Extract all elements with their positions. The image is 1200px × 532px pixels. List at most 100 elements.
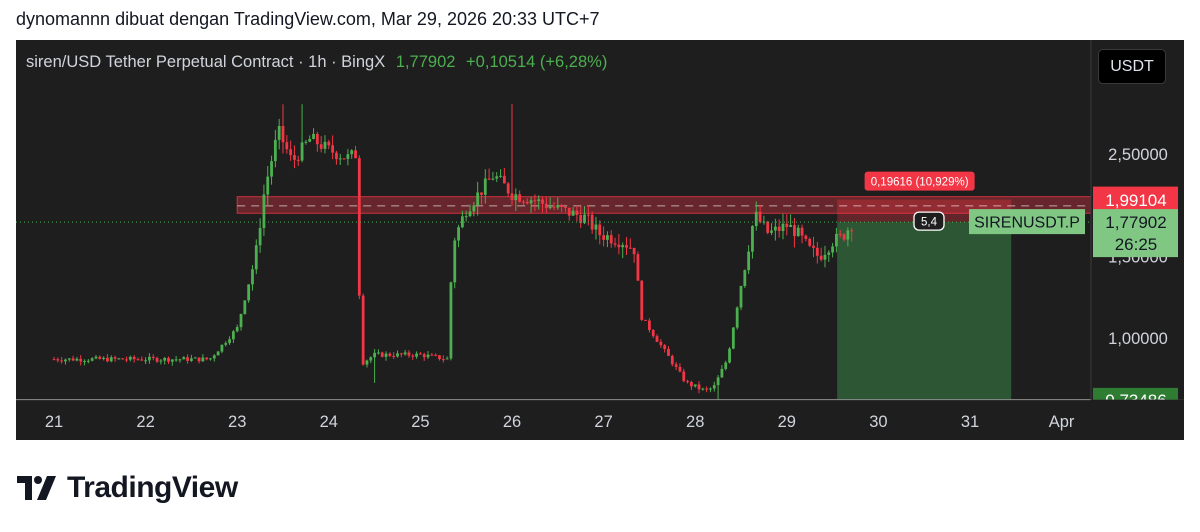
candle-body xyxy=(392,355,396,357)
price-chart[interactable]: 0,19616 (10,929%)1,06002 (59,058%)5,4SIR… xyxy=(16,40,1184,440)
resistance-zone xyxy=(236,196,1092,214)
candle-body xyxy=(64,359,67,362)
candle-body xyxy=(83,361,86,363)
candle-body xyxy=(800,227,804,236)
candle-body xyxy=(487,178,491,180)
candle-body xyxy=(281,125,285,143)
candle-body xyxy=(342,158,346,160)
candle-body xyxy=(819,255,823,260)
candle-body xyxy=(728,348,731,363)
candle-body xyxy=(651,330,655,337)
candle-body xyxy=(808,238,812,246)
candle-body xyxy=(835,233,838,247)
candle-body xyxy=(457,227,460,241)
candle-body xyxy=(319,144,323,149)
candle-body xyxy=(155,357,159,362)
candle-body xyxy=(193,357,197,359)
stop-loss-label: 0,19616 (10,929%) xyxy=(871,177,969,189)
candle-body xyxy=(476,192,480,206)
candle-body xyxy=(106,357,109,362)
candle-body xyxy=(678,366,682,372)
candle-body xyxy=(350,150,354,155)
chart-caption: dynomannn dibuat dengan TradingView.com,… xyxy=(16,9,600,29)
candle-body xyxy=(743,270,747,287)
candle-body xyxy=(804,235,808,239)
risk-reward-badge: 5,4 xyxy=(921,217,938,229)
candle-body xyxy=(304,141,308,143)
bar-countdown-label: 26:25 xyxy=(1115,235,1158,254)
chart-area[interactable]: 0,19616 (10,929%)1,06002 (59,058%)5,4SIR… xyxy=(16,40,1184,440)
candle-body xyxy=(796,227,800,237)
candle-body xyxy=(182,357,186,360)
symbol-legend: siren/USD Tether Perpetual Contract · 1h… xyxy=(26,53,607,72)
tradingview-wordmark: TradingView xyxy=(67,471,238,504)
candle-body xyxy=(407,352,411,356)
candle-body xyxy=(148,356,151,361)
candle-body xyxy=(205,357,209,360)
candle-body xyxy=(357,158,361,296)
candle-body xyxy=(613,243,617,245)
candle-body xyxy=(243,300,247,314)
candle-body xyxy=(827,252,831,255)
candle-body xyxy=(79,358,83,362)
candle-body xyxy=(212,355,216,359)
candle-body xyxy=(789,225,793,227)
candle-body xyxy=(170,359,174,362)
candle-body xyxy=(625,245,628,248)
candle-body xyxy=(495,176,499,179)
candle-body xyxy=(197,357,201,362)
candle-body xyxy=(594,224,598,230)
candle-body xyxy=(506,183,510,194)
time-axis-background xyxy=(16,400,1184,440)
candle-body xyxy=(583,214,586,224)
tradingview-logo-icon xyxy=(17,476,56,500)
time-tick-label: 24 xyxy=(320,413,338,431)
candle-body xyxy=(731,327,735,349)
candle-body xyxy=(94,356,98,359)
candle-body xyxy=(846,230,850,240)
candle-body xyxy=(113,357,117,359)
axis-corner xyxy=(1091,400,1184,440)
candle-body xyxy=(140,359,144,361)
candle-body xyxy=(327,141,331,146)
symbol-title: siren/USD Tether Perpetual Contract · 1h… xyxy=(26,53,386,71)
candle-body xyxy=(163,357,167,361)
candle-body xyxy=(739,286,743,308)
candle-body xyxy=(705,388,709,390)
candle-body xyxy=(377,352,380,354)
candle-body xyxy=(541,199,544,204)
candle-body xyxy=(285,142,289,150)
candle-body xyxy=(529,200,533,204)
candle-body xyxy=(251,269,254,285)
candle-body xyxy=(720,368,724,378)
candle-body xyxy=(346,154,350,159)
candle-body xyxy=(716,377,720,386)
candle-body xyxy=(449,282,453,359)
price-tick-label: 1,00000 xyxy=(1108,330,1168,348)
candle-body xyxy=(682,371,686,382)
candle-body xyxy=(793,225,796,237)
candle-body xyxy=(518,194,522,202)
candle-body xyxy=(109,357,113,362)
candle-body xyxy=(361,295,365,365)
candle-body xyxy=(766,221,770,233)
candle-body xyxy=(575,210,579,216)
last-price-marker xyxy=(1093,209,1178,258)
candle-body xyxy=(480,192,483,195)
candle-body xyxy=(850,230,854,232)
candle-body xyxy=(331,145,335,153)
currency-selector-button[interactable]: USDT xyxy=(1098,49,1166,84)
candle-body xyxy=(552,206,556,208)
candle-body xyxy=(831,246,834,253)
candle-body xyxy=(258,228,262,246)
candle-body xyxy=(384,353,388,357)
price-change-value: +0,10514 (+6,28%) xyxy=(466,53,608,71)
candle-body xyxy=(815,247,819,256)
candle-body xyxy=(247,284,251,301)
risk-reward-badge-box xyxy=(913,211,945,231)
candle-body xyxy=(151,356,155,358)
candle-body xyxy=(445,358,449,360)
candle-body xyxy=(312,133,315,139)
candle-body xyxy=(812,245,815,248)
candle-body xyxy=(201,357,205,362)
